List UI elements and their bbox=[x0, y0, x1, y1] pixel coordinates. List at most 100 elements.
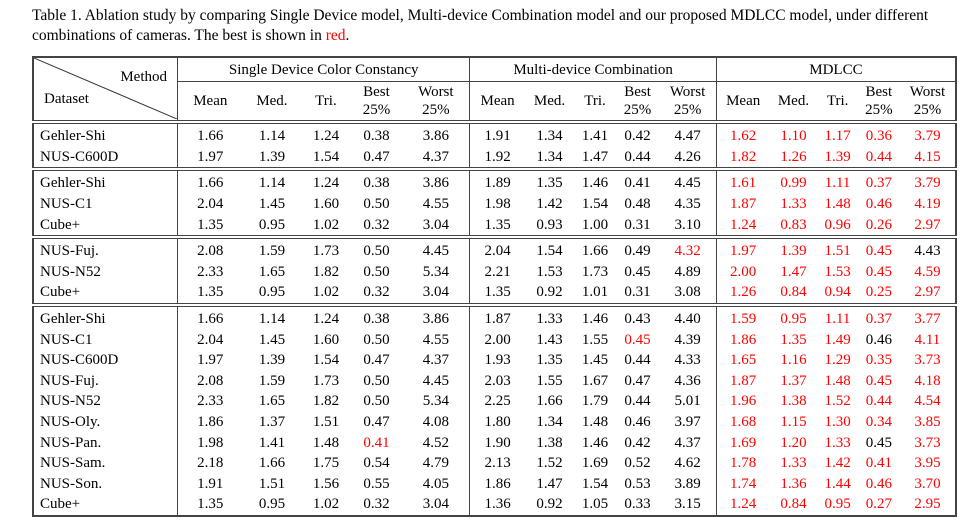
best-value-cell: 1.30 bbox=[824, 414, 851, 431]
value-cell: 0.50 bbox=[363, 393, 390, 410]
value-cell: 1.45 bbox=[258, 331, 286, 348]
best-value-cell: 1.17 bbox=[824, 128, 851, 145]
caption-end: . bbox=[345, 27, 350, 44]
value-cell: 0.44 bbox=[624, 393, 651, 410]
metric-header: Worst 25% bbox=[659, 81, 717, 122]
value-cell: 1.97 bbox=[197, 352, 224, 369]
best-value-cell: 3.73 bbox=[914, 352, 941, 369]
value-cell: 1.47 bbox=[536, 475, 563, 492]
dataset-cell: NUS-Pan. bbox=[33, 432, 178, 453]
value-cell: 1.45 bbox=[258, 196, 286, 213]
best-value-cell: 0.34 bbox=[865, 414, 892, 431]
group-header-single: Single Device Color Constancy bbox=[177, 57, 471, 82]
value-cell: 1.80 bbox=[484, 414, 511, 431]
best-value-cell: 3.77 bbox=[914, 311, 941, 328]
best-value-cell: 1.11 bbox=[824, 311, 851, 328]
dataset-cell: Gehler-Shi bbox=[33, 169, 178, 194]
best-value-cell: 1.36 bbox=[780, 475, 807, 492]
dataset-cell: NUS-C600D bbox=[33, 349, 178, 371]
value-cell: 1.66 bbox=[197, 175, 224, 192]
value-cell: 1.35 bbox=[536, 352, 563, 369]
dataset-cell: Gehler-Shi bbox=[33, 304, 178, 330]
best-value-cell: 0.95 bbox=[780, 311, 807, 328]
value-cell: 1.55 bbox=[536, 372, 563, 389]
value-cell: 1.38 bbox=[536, 434, 563, 451]
value-cell: 0.42 bbox=[624, 128, 651, 145]
best-value-cell: 0.45 bbox=[865, 372, 892, 389]
value-cell: 0.38 bbox=[363, 175, 390, 192]
best-value-cell: 1.11 bbox=[824, 175, 851, 192]
best-value-cell: 1.62 bbox=[730, 128, 757, 145]
value-cell: 4.43 bbox=[914, 243, 941, 260]
value-cell: 0.52 bbox=[624, 455, 651, 472]
value-cell: 2.04 bbox=[484, 243, 511, 260]
table-row: NUS-Fuj. 2.08 1.59 1.73 0.50 4.45 2.04 1.54 1.66… bbox=[33, 236, 956, 262]
value-cell: 1.36 bbox=[484, 496, 511, 513]
value-cell: 4.33 bbox=[659, 349, 717, 371]
best-value-cell: 4.15 bbox=[914, 148, 941, 165]
value-cell: 2.33 bbox=[197, 263, 224, 280]
value-cell: 1.98 bbox=[197, 434, 224, 451]
metric-header: Worst 25% bbox=[909, 84, 946, 118]
best-value-cell: 1.39 bbox=[824, 148, 851, 165]
value-cell: 2.03 bbox=[484, 372, 511, 389]
value-cell: 1.34 bbox=[536, 414, 563, 431]
best-value-cell: 1.47 bbox=[780, 263, 807, 280]
value-cell: 1.05 bbox=[581, 496, 609, 513]
best-value-cell: 0.83 bbox=[780, 216, 807, 233]
table-row: Cube+ 1.35 0.95 1.02 0.32 3.04 1.35 0.93 1.00 0.3… bbox=[33, 214, 956, 237]
value-cell: 4.55 bbox=[402, 193, 471, 215]
metric-header: Best 25% bbox=[362, 84, 391, 118]
value-cell: 1.86 bbox=[484, 475, 511, 492]
best-value-cell: 1.38 bbox=[780, 393, 807, 410]
ablation-table: Method Dataset Single Device Color Const… bbox=[32, 56, 957, 517]
value-cell: 1.35 bbox=[484, 216, 511, 233]
value-cell: 4.37 bbox=[659, 432, 717, 453]
value-cell: 0.44 bbox=[624, 352, 651, 369]
metric-header: Mean bbox=[726, 93, 761, 109]
value-cell: 1.46 bbox=[581, 434, 609, 451]
value-cell: 1.54 bbox=[312, 352, 340, 369]
value-cell: 1.14 bbox=[258, 128, 286, 145]
value-cell: 0.44 bbox=[624, 148, 651, 165]
best-value-cell: 1.68 bbox=[730, 414, 757, 431]
value-cell: 1.43 bbox=[536, 331, 563, 348]
value-cell: 5.34 bbox=[402, 391, 471, 412]
value-cell: 1.02 bbox=[312, 284, 340, 301]
value-cell: 3.04 bbox=[402, 214, 471, 237]
value-cell: 1.35 bbox=[484, 284, 511, 301]
value-cell: 1.86 bbox=[197, 414, 224, 431]
value-cell: 0.32 bbox=[363, 216, 390, 233]
value-cell: 5.01 bbox=[659, 391, 717, 412]
value-cell: 1.53 bbox=[536, 263, 563, 280]
best-value-cell: 1.49 bbox=[824, 331, 851, 348]
value-cell: 0.50 bbox=[363, 263, 390, 280]
value-cell: 0.42 bbox=[624, 434, 651, 451]
value-cell: 4.36 bbox=[659, 370, 717, 392]
best-value-cell: 4.54 bbox=[914, 393, 941, 410]
caption-red-word: red bbox=[325, 27, 346, 44]
value-cell: 1.56 bbox=[312, 475, 340, 492]
value-cell: 0.50 bbox=[363, 331, 390, 348]
value-cell: 1.46 bbox=[581, 311, 609, 328]
dataset-cell: NUS-Oly. bbox=[33, 411, 178, 433]
best-value-cell: 3.79 bbox=[914, 175, 941, 192]
value-cell: 1.14 bbox=[258, 311, 286, 328]
value-cell: 1.91 bbox=[484, 128, 511, 145]
value-cell: 3.15 bbox=[659, 494, 717, 516]
value-cell: 1.66 bbox=[581, 243, 609, 260]
best-value-cell: 1.97 bbox=[730, 243, 757, 260]
best-value-cell: 1.15 bbox=[780, 414, 807, 431]
value-cell: 0.50 bbox=[363, 372, 390, 389]
best-value-cell: 1.65 bbox=[730, 352, 757, 369]
best-value-cell: 0.95 bbox=[824, 496, 851, 513]
best-value-cell: 1.33 bbox=[780, 196, 807, 213]
best-value-cell: 3.79 bbox=[914, 128, 941, 145]
value-cell: 1.67 bbox=[581, 372, 609, 389]
value-cell: 4.08 bbox=[402, 411, 471, 433]
dataset-cell: Gehler-Shi bbox=[33, 122, 178, 147]
value-cell: 1.24 bbox=[312, 128, 340, 145]
dataset-cell: NUS-Fuj. bbox=[33, 236, 178, 262]
value-cell: 1.66 bbox=[258, 455, 286, 472]
dataset-cell: Cube+ bbox=[33, 214, 178, 237]
